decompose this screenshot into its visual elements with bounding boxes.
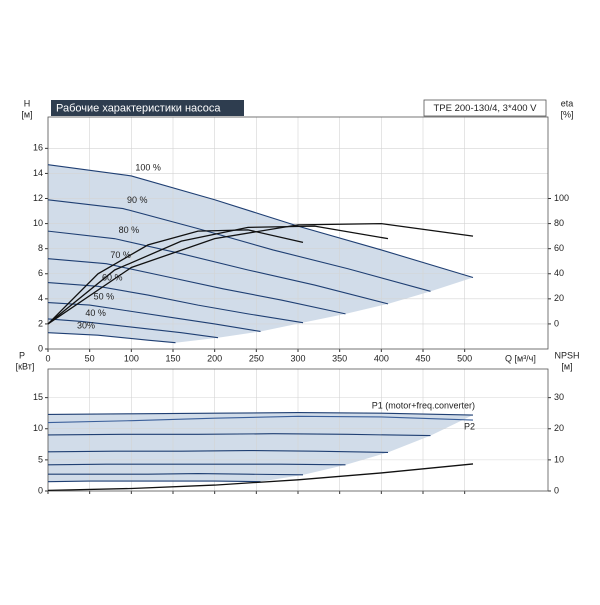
curve	[47, 302, 261, 332]
x-tick-label: 100	[124, 353, 139, 363]
x-tick-label: 300	[290, 353, 305, 363]
curve	[47, 463, 346, 466]
x-tick-label: 150	[165, 353, 180, 363]
curve-label: 50 %	[94, 291, 115, 301]
curve-label: 40 %	[85, 308, 106, 318]
y2-tick-label: 0	[554, 318, 559, 328]
curve-label: 30%	[77, 320, 95, 330]
curve	[47, 433, 431, 437]
y-tick-label: 6	[38, 268, 43, 278]
plot-frame	[47, 116, 549, 350]
y-tick-label: 4	[38, 293, 43, 303]
x-tick-label: 50	[85, 353, 95, 363]
y-tick-label: 15	[33, 392, 43, 402]
curve	[47, 164, 474, 279]
x-tick-label: 200	[207, 353, 222, 363]
curve-label: P1 (motor+freq.converter)	[372, 400, 475, 410]
y-axis-label: P	[19, 350, 25, 360]
y2-tick-label: 30	[554, 392, 564, 402]
y2-tick-label: 20	[554, 423, 564, 433]
y2-axis-unit: [%]	[560, 109, 573, 119]
y2-tick-label: 60	[554, 243, 564, 253]
curve	[47, 332, 176, 344]
y-tick-label: 0	[38, 485, 43, 495]
y2-tick-label: 10	[554, 454, 564, 464]
y2-tick-label: 20	[554, 293, 564, 303]
curve-label: 80 %	[119, 225, 140, 235]
curve	[47, 230, 389, 305]
curve-label: 90 %	[127, 195, 148, 205]
curve-label: P2	[464, 421, 475, 431]
curve	[47, 463, 474, 492]
chart-title: Рабочие характеристики насоса	[56, 102, 221, 114]
model-label: TPE 200-130/4, 3*400 V	[434, 103, 538, 114]
y-tick-label: 10	[33, 218, 43, 228]
x-tick-label: 0	[45, 353, 50, 363]
curve-label: 60 %	[102, 273, 123, 283]
curve	[47, 415, 474, 424]
y-tick-label: 10	[33, 423, 43, 433]
y-axis-label: H	[24, 98, 31, 108]
y2-axis-unit: [м]	[561, 361, 572, 371]
curve	[47, 449, 389, 453]
curve	[47, 229, 304, 325]
y2-axis-label: NPSH	[554, 350, 579, 360]
x-tick-label: 500	[457, 353, 472, 363]
y-tick-label: 5	[38, 454, 43, 464]
x-axis-label: Q [м³/ч]	[505, 353, 536, 363]
curve	[47, 480, 261, 483]
y-tick-label: 8	[38, 243, 43, 253]
y2-axis-label: eta	[561, 98, 574, 108]
y-tick-label: 14	[33, 168, 43, 178]
curve	[47, 225, 389, 325]
x-tick-label: 400	[374, 353, 389, 363]
x-tick-label: 450	[415, 353, 430, 363]
plot-frame	[47, 368, 549, 492]
y2-tick-label: 80	[554, 218, 564, 228]
x-tick-label: 350	[332, 353, 347, 363]
y-axis-unit: [кВт]	[16, 361, 35, 371]
y-tick-label: 2	[38, 318, 43, 328]
y-tick-label: 16	[33, 143, 43, 153]
curve	[47, 281, 304, 324]
y-tick-label: 0	[38, 343, 43, 353]
curve-label: 100 %	[135, 162, 161, 172]
y-axis-unit: [м]	[21, 109, 32, 119]
title-box	[51, 100, 244, 116]
curve	[47, 258, 346, 315]
y-tick-label: 12	[33, 193, 43, 203]
y2-tick-label: 100	[554, 193, 569, 203]
y2-tick-label: 40	[554, 268, 564, 278]
curve	[47, 412, 474, 416]
curve	[47, 199, 431, 292]
curve	[47, 318, 219, 339]
y2-tick-label: 0	[554, 485, 559, 495]
curve	[48, 473, 304, 476]
curve-label: 70 %	[110, 250, 131, 260]
x-tick-label: 250	[249, 353, 264, 363]
model-box	[423, 99, 547, 117]
